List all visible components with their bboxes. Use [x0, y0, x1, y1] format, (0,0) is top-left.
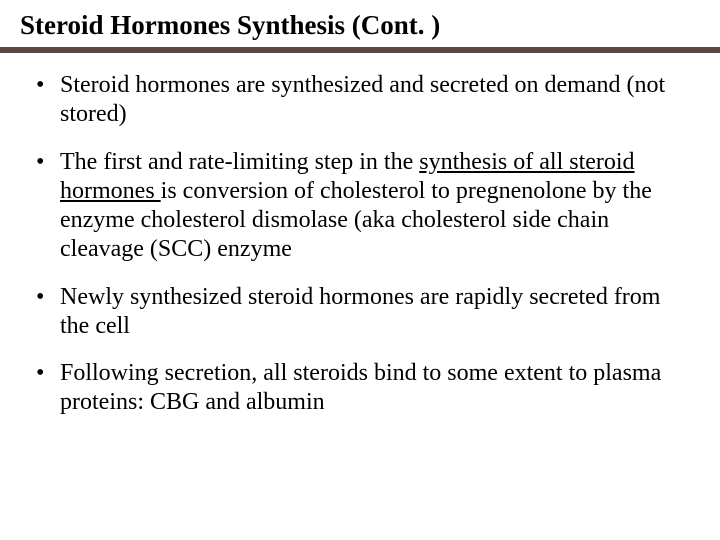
bullet-text: Newly synthesized steroid hormones are r…: [60, 284, 660, 339]
bullet-list: Steroid hormones are synthesized and sec…: [34, 71, 686, 418]
bullet-item: Newly synthesized steroid hormones are r…: [34, 283, 686, 342]
bullet-text-pre: The first and rate-limiting step in the: [60, 149, 419, 175]
slide-title: Steroid Hormones Synthesis (Cont. ): [20, 10, 700, 41]
slide: Steroid Hormones Synthesis (Cont. ) Ster…: [0, 0, 720, 540]
bullet-item: The first and rate-limiting step in the …: [34, 148, 686, 265]
bullet-text: Following secretion, all steroids bind t…: [60, 360, 661, 415]
title-area: Steroid Hormones Synthesis (Cont. ): [0, 0, 720, 47]
bullet-item: Following secretion, all steroids bind t…: [34, 359, 686, 418]
content-area: Steroid hormones are synthesized and sec…: [0, 71, 720, 418]
title-divider: [0, 47, 720, 53]
bullet-text: Steroid hormones are synthesized and sec…: [60, 72, 665, 127]
bullet-item: Steroid hormones are synthesized and sec…: [34, 71, 686, 130]
